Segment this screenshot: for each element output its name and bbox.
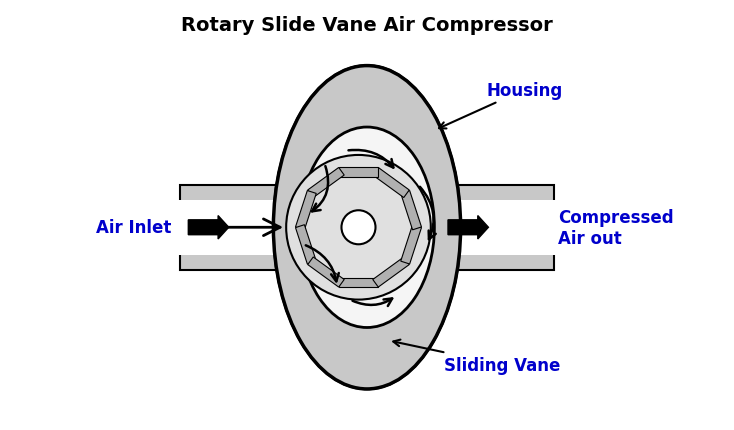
FancyArrow shape: [448, 216, 488, 240]
Circle shape: [286, 156, 431, 300]
Ellipse shape: [299, 128, 435, 328]
FancyBboxPatch shape: [373, 168, 410, 198]
Text: Housing: Housing: [439, 82, 562, 129]
Ellipse shape: [299, 128, 435, 328]
FancyBboxPatch shape: [339, 278, 377, 288]
FancyBboxPatch shape: [444, 200, 559, 255]
Ellipse shape: [273, 67, 461, 389]
Text: Sliding Vane: Sliding Vane: [393, 340, 560, 374]
FancyArrow shape: [189, 216, 229, 240]
FancyBboxPatch shape: [401, 225, 421, 264]
FancyBboxPatch shape: [308, 258, 344, 287]
Text: Air Inlet: Air Inlet: [96, 219, 171, 237]
Text: Compressed
Air out: Compressed Air out: [559, 209, 674, 247]
FancyBboxPatch shape: [296, 225, 316, 264]
Circle shape: [341, 211, 376, 245]
Ellipse shape: [273, 67, 461, 389]
FancyBboxPatch shape: [308, 168, 344, 198]
Text: Rotary Slide Vane Air Compressor: Rotary Slide Vane Air Compressor: [181, 15, 553, 34]
FancyBboxPatch shape: [180, 185, 290, 270]
FancyBboxPatch shape: [401, 191, 421, 230]
FancyBboxPatch shape: [175, 200, 290, 255]
FancyBboxPatch shape: [444, 185, 554, 270]
FancyBboxPatch shape: [296, 191, 316, 230]
FancyBboxPatch shape: [373, 258, 410, 287]
FancyBboxPatch shape: [339, 168, 377, 177]
